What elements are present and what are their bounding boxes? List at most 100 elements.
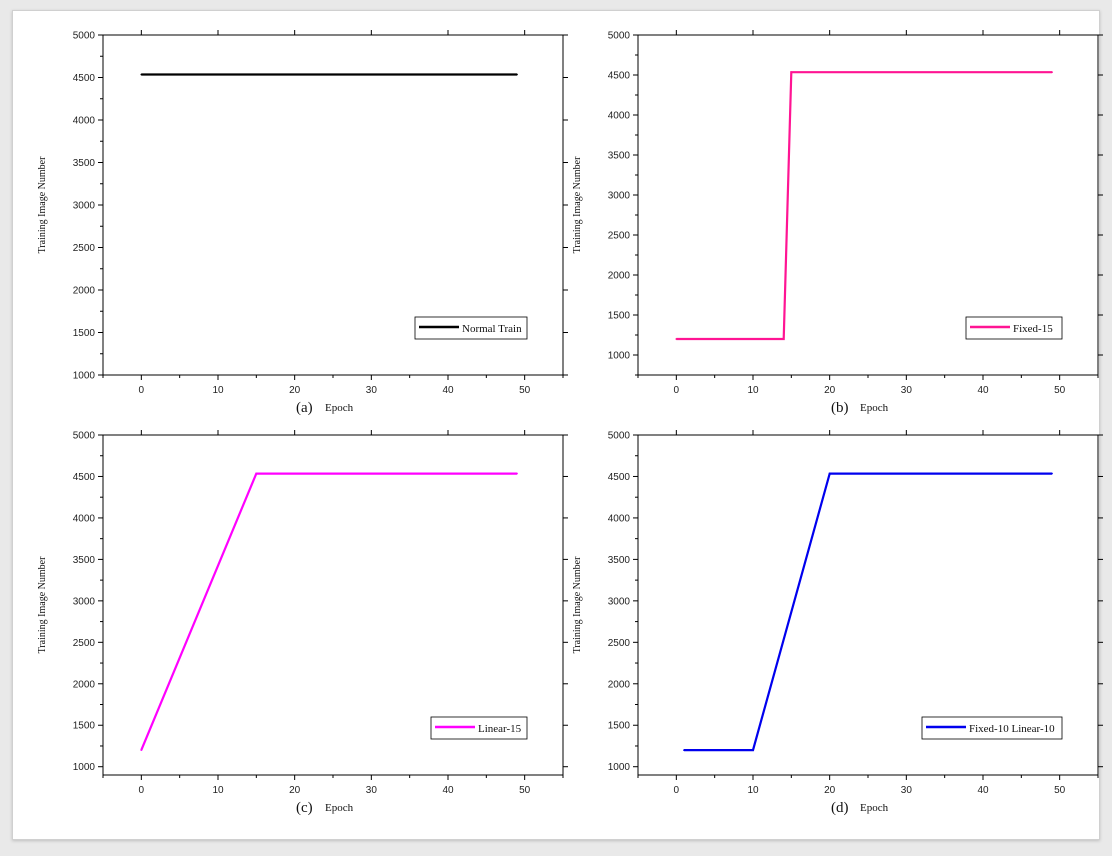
legend-label: Fixed-15 [1013,323,1053,335]
x-tick-label: 0 [139,785,145,796]
data-point [752,749,754,752]
y-tick-label: 2000 [73,679,96,690]
x-tick-label: 40 [442,785,454,796]
x-tick-label: 0 [674,385,680,396]
chart-panel-b: 1000 1500 2000 2500 3000 3500 4000 4500 5000 0 10 2… [558,25,1103,425]
x-tick-label: 0 [674,785,680,796]
data-point [790,71,793,74]
y-tick-label: 2500 [608,231,631,242]
y-axis-label: Training Image Number [572,556,583,654]
y-tick-label: 2500 [608,638,631,649]
y-tick-label: 4500 [73,472,96,483]
y-tick-label: 1000 [608,351,631,362]
data-point [516,73,518,76]
x-tick-label: 20 [289,785,301,796]
y-axis-label: Training Image Number [37,556,48,654]
data-point [140,73,143,76]
y-tick-label: 4500 [73,73,96,84]
y-tick-label: 2000 [73,286,96,297]
chart-panel-d: 1000 1500 2000 2500 3000 3500 4000 4500 5000 0 10 2… [558,425,1103,825]
data-point [675,338,678,340]
y-tick-label: 2500 [73,243,96,254]
x-tick-label: 30 [366,385,378,396]
y-tick-label: 3000 [73,201,96,212]
legend-label: Linear-15 [478,723,522,735]
y-tick-label: 5000 [73,31,96,42]
x-axis-label: Epoch [860,802,889,814]
y-tick-label: 5000 [608,31,631,42]
legend-label: Fixed-10 Linear-10 [969,723,1055,735]
y-tick-label: 1500 [608,311,631,322]
x-tick-label: 40 [442,385,454,396]
x-tick-label: 50 [1054,785,1066,796]
y-tick-label: 2000 [608,679,631,690]
x-tick-label: 40 [977,785,989,796]
y-tick-label: 1000 [73,371,96,382]
x-tick-label: 20 [824,385,836,396]
data-point [1051,71,1053,74]
x-tick-label: 30 [901,385,913,396]
data-point [828,472,831,475]
y-tick-label: 1000 [608,762,631,773]
legend-box [921,716,1063,740]
y-tick-label: 4000 [73,513,96,524]
x-tick-label: 0 [139,385,145,396]
y-tick-label: 3500 [608,151,631,162]
legend-label: Normal Train [462,323,522,335]
y-tick-label: 1000 [73,762,96,773]
data-point [782,338,785,340]
x-tick-label: 50 [1054,385,1066,396]
x-tick-label: 10 [747,385,759,396]
y-tick-label: 3000 [73,596,96,607]
x-tick-label: 30 [901,785,913,796]
x-axis-label: Epoch [325,402,354,414]
chart-panel-a: 1000 1500 2000 2500 3000 3500 4000 4500 5000 0 10 2… [23,25,568,425]
y-tick-label: 1500 [73,328,96,339]
legend-box [430,716,528,740]
y-tick-label: 4000 [73,116,96,127]
y-tick-label: 3000 [608,596,631,607]
panel-caption: (d) [831,800,849,816]
panel-caption: (b) [831,400,849,416]
data-point [255,472,258,475]
chart-panel-c: 1000 1500 2000 2500 3000 3500 4000 4500 5000 0 10 2… [23,425,568,825]
chart-svg: 1000 1500 2000 2500 3000 3500 4000 4500 5000 0 10 2… [572,430,1103,816]
y-tick-label: 5000 [73,431,96,442]
y-tick-label: 3500 [73,555,96,566]
y-tick-label: 5000 [608,431,631,442]
series-line [140,472,517,751]
panel-caption: (c) [296,800,313,816]
x-tick-label: 10 [212,785,224,796]
y-tick-label: 3500 [608,555,631,566]
series-line [684,472,1052,752]
chart-svg: 1000 1500 2000 2500 3000 3500 4000 4500 5000 0 10 2… [37,430,568,816]
x-tick-label: 20 [824,785,836,796]
y-tick-label: 2000 [608,271,631,282]
y-tick-label: 3500 [73,158,96,169]
y-tick-label: 1500 [73,721,96,732]
series-line [676,71,1052,341]
data-point [683,749,685,752]
figure-frame: 1000 1500 2000 2500 3000 3500 4000 4500 5000 0 10 2… [12,10,1103,840]
y-tick-label: 4000 [608,513,631,524]
chart-svg: 1000 1500 2000 2500 3000 3500 4000 4500 5000 0 10 2… [37,30,568,416]
y-tick-label: 4500 [608,71,631,82]
x-axis-label: Epoch [325,802,354,814]
x-tick-label: 20 [289,385,301,396]
y-tick-label: 3000 [608,191,631,202]
panel-caption: (a) [296,400,313,416]
data-point [140,749,143,752]
y-axis-label: Training Image Number [572,156,583,254]
data-point [1051,472,1053,475]
x-axis-label: Epoch [860,402,889,414]
x-tick-label: 50 [519,785,531,796]
legend-box [414,316,528,340]
y-tick-label: 1500 [608,721,631,732]
y-axis-label: Training Image Number [37,156,48,254]
legend-box [965,316,1063,340]
chart-svg: 1000 1500 2000 2500 3000 3500 4000 4500 5000 0 10 2… [572,30,1103,416]
x-tick-label: 10 [212,385,224,396]
y-tick-label: 4000 [608,111,631,122]
data-point [516,472,518,475]
x-tick-label: 50 [519,385,531,396]
